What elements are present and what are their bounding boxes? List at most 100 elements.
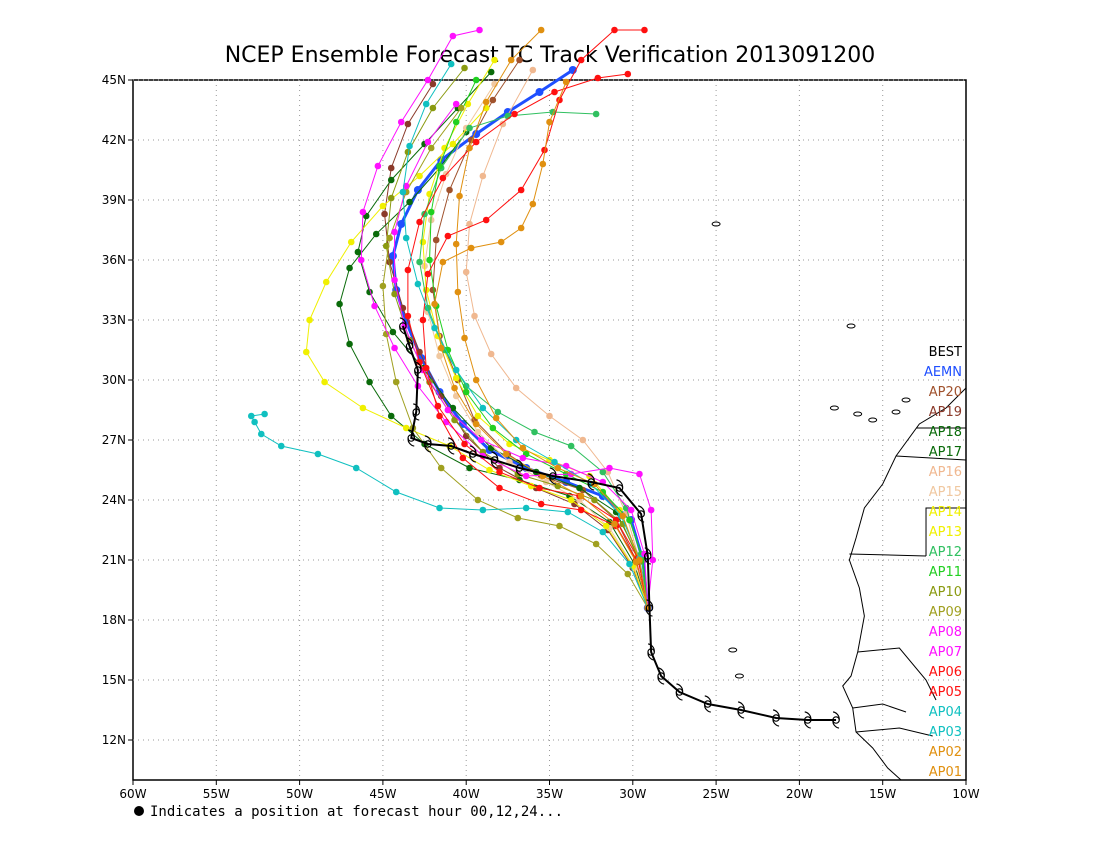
track-point: [437, 344, 445, 352]
track-point: [359, 404, 367, 412]
track-point: [464, 100, 472, 108]
track-point: [626, 516, 633, 524]
track-point: [357, 256, 365, 264]
island-outline: [868, 417, 878, 423]
track-point: [479, 172, 487, 180]
track-point: [546, 412, 553, 420]
track-point: [627, 506, 635, 514]
track-point: [452, 366, 460, 374]
track-point: [562, 462, 570, 470]
track-point: [451, 384, 458, 392]
track-point: [449, 404, 457, 412]
track-point: [546, 118, 553, 126]
track-point: [641, 26, 648, 34]
legend-item-ap07: AP07: [929, 645, 962, 660]
track-point: [402, 424, 410, 432]
track-point: [426, 256, 433, 264]
legend-item-ap08: AP08: [929, 625, 962, 640]
hurricane-symbol-icon: [407, 429, 416, 447]
track-point: [381, 210, 388, 218]
hurricane-symbol-icon: [490, 451, 499, 469]
hurricane-arm: [638, 505, 645, 515]
track-point: [461, 64, 468, 72]
track-point: [462, 268, 470, 276]
track-point: [479, 506, 487, 514]
y-tick-label: 15N: [102, 673, 126, 687]
hurricane-symbol-icon: [424, 435, 432, 453]
hurricane-arm: [424, 435, 432, 445]
legend-item-ap12: AP12: [929, 545, 962, 560]
track-point: [624, 570, 632, 578]
track-point: [429, 104, 437, 112]
track-point: [379, 282, 387, 290]
legend-item-ap09: AP09: [929, 605, 962, 620]
track-point: [592, 540, 600, 548]
x-tick-label: 60W: [119, 787, 146, 801]
hurricane-symbol-icon: [657, 667, 665, 685]
hurricane-symbol-icon: [587, 473, 595, 491]
hurricane-arm: [413, 403, 420, 413]
track-point: [402, 182, 410, 190]
island-outline: [901, 397, 911, 403]
track-point: [599, 488, 607, 496]
track-point: [514, 514, 522, 522]
hurricane-arm: [399, 325, 406, 335]
track-point: [487, 68, 495, 76]
track-point: [261, 410, 268, 418]
track-point: [406, 198, 413, 206]
track-point: [517, 224, 525, 232]
country-border: [852, 703, 907, 713]
track-point: [452, 118, 460, 126]
hurricane-arm: [399, 317, 407, 327]
hurricane-arm: [469, 445, 477, 455]
y-tick-label: 36N: [102, 253, 126, 267]
track-point: [519, 454, 527, 462]
track-point: [516, 56, 523, 64]
x-tick-label: 55W: [203, 787, 230, 801]
hurricane-arm: [645, 607, 653, 617]
track-point: [427, 144, 435, 152]
track-point: [647, 506, 655, 514]
track-point: [539, 160, 547, 168]
legend-item-ap18: AP18: [929, 425, 962, 440]
hurricane-arm: [490, 459, 498, 469]
track-point: [446, 186, 453, 194]
track-point: [551, 458, 558, 466]
track-point: [499, 120, 507, 128]
track-point: [626, 560, 633, 568]
hurricane-arm: [407, 437, 415, 447]
country-border: [849, 553, 927, 557]
track-point: [419, 238, 427, 246]
track-point: [496, 484, 503, 492]
hurricane-arm: [644, 555, 651, 565]
track-point: [512, 384, 520, 392]
track-point: [517, 186, 525, 194]
track-point: [422, 364, 430, 372]
island-outline: [734, 673, 744, 679]
y-tick-label: 33N: [102, 313, 126, 327]
hurricane-symbol-icon: [447, 437, 456, 455]
track-point: [419, 316, 427, 324]
track-point: [391, 228, 398, 236]
track-point: [404, 148, 412, 156]
forecast-tracks: [247, 26, 657, 612]
hurricane-arm: [424, 443, 431, 453]
track-point: [387, 164, 395, 172]
track-point: [649, 556, 657, 564]
track-point: [422, 100, 430, 108]
track-ap06: [419, 26, 652, 612]
track-point: [429, 286, 437, 294]
hurricane-symbol-icon: [515, 459, 524, 477]
track-point: [476, 26, 483, 34]
track-point: [577, 492, 585, 500]
track-point: [416, 258, 423, 266]
track-point: [397, 220, 406, 228]
track-point: [429, 80, 437, 88]
hurricane-symbol-icon: [399, 317, 407, 335]
track-point: [359, 208, 367, 216]
track-point: [452, 240, 460, 248]
track-point: [447, 60, 455, 68]
track-point: [404, 266, 412, 274]
hurricane-arm: [657, 675, 665, 685]
track-point: [391, 276, 398, 284]
